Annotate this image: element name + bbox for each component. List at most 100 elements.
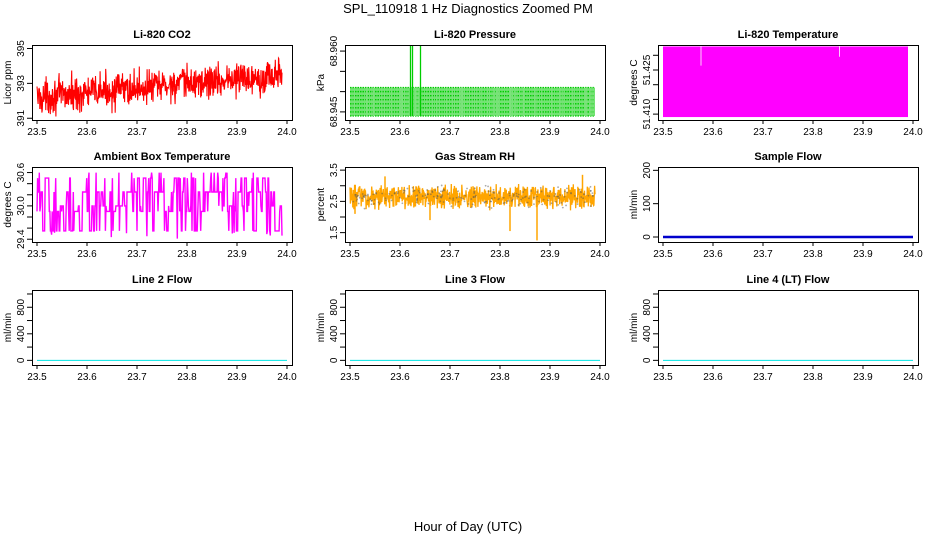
y-axis-label: ml/min (629, 190, 640, 219)
x-tick-label: 23.7 (127, 127, 147, 138)
panel-title: Li-820 Temperature (738, 29, 839, 41)
data-point (356, 198, 358, 201)
data-point (576, 203, 579, 205)
data-point (563, 190, 566, 193)
x-tick-label: 24.0 (277, 127, 297, 138)
data-point (504, 201, 506, 204)
data-point (483, 200, 486, 203)
data-point (471, 203, 474, 206)
y-tick-label: 0 (329, 357, 340, 363)
x-tick-label: 24.0 (903, 372, 923, 383)
x-tick-label: 23.8 (177, 249, 197, 260)
panel-grid: Li-820 CO2 23.5 23.6 23.7 23.8 23.9 24.0 391 393… (3, 29, 923, 383)
x-tick-label: 23.8 (803, 249, 823, 260)
data-point (426, 193, 429, 196)
x-tick-label: 23.6 (77, 372, 97, 383)
data-point (493, 196, 496, 199)
y-tick-label: 395 (16, 40, 27, 57)
data-point (526, 201, 529, 204)
y-axis-label: kPa (316, 73, 327, 91)
data-point (487, 206, 490, 208)
data-point (533, 203, 535, 206)
data-point (508, 192, 511, 195)
data-point (415, 201, 418, 204)
data-point (361, 193, 364, 195)
data-point (436, 197, 439, 200)
x-tick-label: 23.7 (753, 127, 773, 138)
data-point (358, 196, 361, 199)
panel-title: Li-820 Pressure (434, 29, 516, 41)
data-point (457, 200, 460, 203)
data-point (466, 187, 468, 190)
x-tick-label: 23.8 (490, 249, 510, 260)
plot-frame (32, 45, 293, 121)
data-point (416, 194, 419, 197)
x-tick-label: 23.8 (177, 127, 197, 138)
x-tick-label: 23.9 (853, 127, 873, 138)
data-point (450, 205, 453, 208)
x-tick-label: 23.8 (803, 372, 823, 383)
series-pressure (350, 45, 595, 117)
data-point (589, 190, 592, 192)
x-tick-label: 23.7 (440, 127, 460, 138)
x-tick-label: 23.7 (753, 372, 773, 383)
x-tick-label: 23.6 (77, 127, 97, 138)
data-point (367, 199, 369, 202)
data-point (385, 199, 387, 202)
data-point (566, 191, 569, 194)
data-point (441, 195, 443, 198)
data-point (429, 193, 432, 196)
series-co2 (36, 56, 283, 117)
x-tick-label: 24.0 (590, 127, 610, 138)
data-point (515, 195, 518, 197)
panel-title: Sample Flow (754, 151, 822, 163)
data-point (470, 198, 473, 200)
data-point (357, 202, 360, 205)
x-tick-label: 23.9 (540, 249, 560, 260)
data-point (474, 187, 476, 190)
data-point (362, 195, 365, 197)
x-tick-label: 23.9 (227, 249, 247, 260)
data-point (461, 197, 464, 200)
data-point (448, 197, 451, 200)
data-point (522, 191, 524, 193)
data-point (528, 197, 530, 200)
x-tick-label: 23.7 (127, 249, 147, 260)
panel-title: Li-820 CO2 (133, 29, 190, 41)
data-point (398, 196, 401, 199)
data-point (557, 195, 560, 198)
x-tick-label: 23.9 (853, 372, 873, 383)
plot-frame (658, 167, 919, 243)
data-point (558, 197, 561, 200)
data-point (441, 194, 444, 197)
data-point (548, 195, 551, 198)
data-point (519, 202, 522, 205)
y-tick-label: 3.5 (329, 163, 340, 177)
y-tick-label: 0 (642, 234, 653, 240)
y-tick-label: 100 (642, 195, 653, 212)
x-tick-label: 23.5 (653, 249, 673, 260)
x-tick-label: 23.7 (127, 372, 147, 383)
data-point (492, 191, 495, 194)
data-point (439, 200, 442, 203)
data-point (517, 196, 520, 198)
data-point (440, 190, 442, 193)
data-point (484, 184, 487, 187)
data-point (375, 192, 378, 195)
data-point (384, 197, 387, 200)
data-point (363, 207, 366, 210)
data-point (517, 193, 520, 196)
figure-title: SPL_110918 1 Hz Diagnostics Zoomed PM (343, 1, 593, 16)
y-tick-label: 51.410 (642, 98, 653, 129)
data-point (487, 190, 490, 193)
data-point (565, 204, 567, 207)
y-tick-label: 800 (642, 298, 653, 315)
data-point (582, 197, 585, 200)
data-line (36, 172, 283, 239)
data-point (540, 190, 543, 193)
data-point (411, 186, 414, 189)
y-axis-label: ml/min (3, 313, 14, 342)
data-point (436, 185, 439, 188)
data-point (557, 186, 559, 189)
data-point (508, 194, 511, 197)
